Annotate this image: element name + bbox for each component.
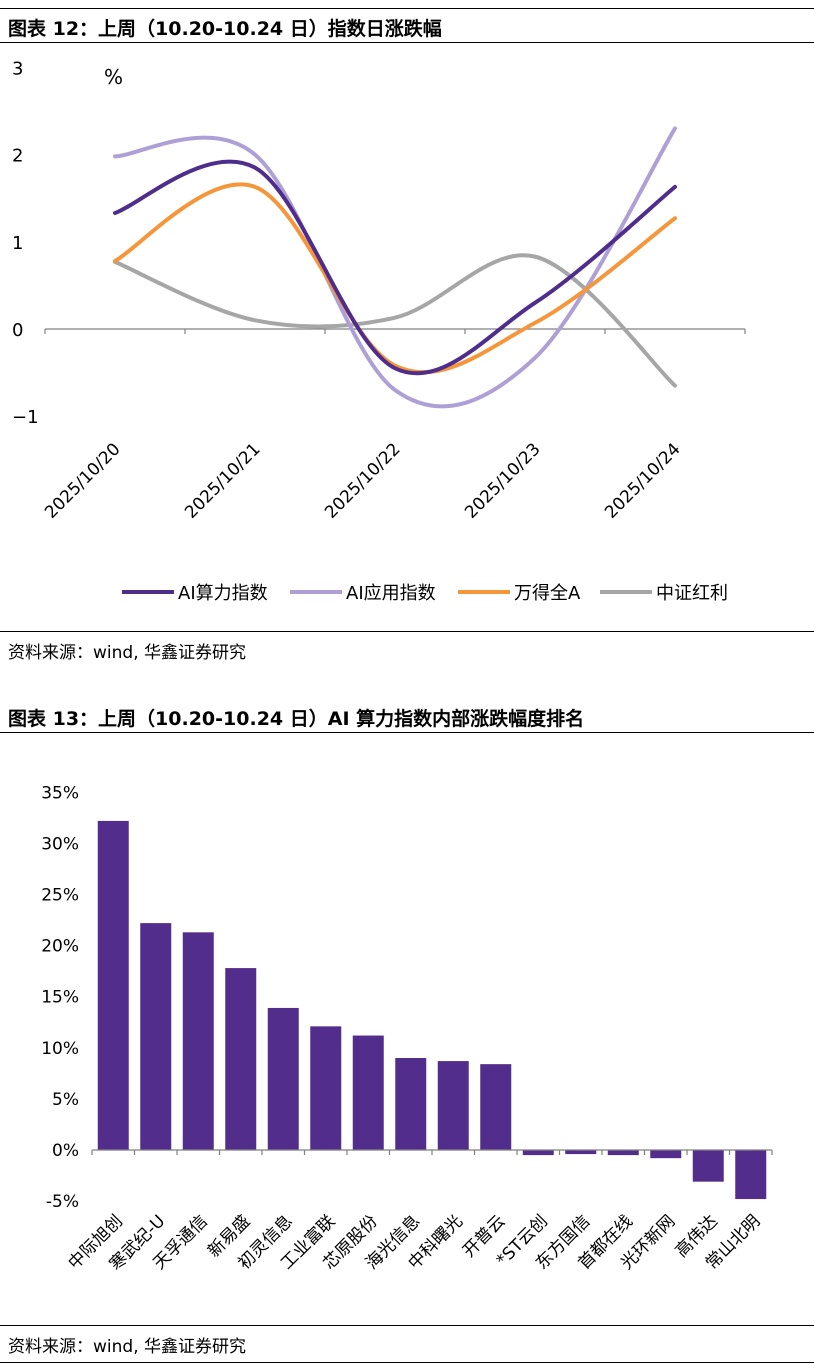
y-tick-label: 1 <box>12 233 23 254</box>
figure12-source-rule <box>0 631 814 632</box>
figure12-source: 资料来源：wind, 华鑫证券研究 <box>8 643 246 663</box>
bar <box>522 1150 554 1156</box>
figure12-title: 图表 12：上周（10.20-10.24 日）指数日涨跌幅 <box>8 18 442 40</box>
bar <box>225 968 257 1150</box>
bar <box>182 932 214 1150</box>
x-tick-label: 2025/10/23 <box>461 439 544 522</box>
bar <box>267 1007 299 1150</box>
bar <box>692 1150 724 1182</box>
y-tick-label: −1 <box>12 407 39 428</box>
y-tick-label: 15% <box>41 988 79 1008</box>
x-tick-label: 2025/10/24 <box>601 439 684 522</box>
top-rule <box>0 8 814 9</box>
y-unit-label: % <box>104 65 123 89</box>
bar <box>310 1026 342 1150</box>
figure13-title-rule <box>0 732 814 733</box>
bar <box>395 1058 427 1150</box>
y-tick-label: 3 <box>12 58 23 79</box>
series-line <box>113 126 677 409</box>
bar <box>97 820 129 1150</box>
figure13-source: 资料来源：wind, 华鑫证券研究 <box>8 1337 246 1357</box>
y-tick-label: 0 <box>12 320 23 341</box>
y-tick-label: 0% <box>52 1141 79 1161</box>
figure13-source-rule <box>0 1325 814 1326</box>
figure12-title-rule <box>0 42 814 43</box>
y-tick-label: 20% <box>41 937 79 957</box>
bar <box>437 1061 469 1150</box>
bar <box>565 1150 597 1155</box>
bar-chart: 35%30%25%20%15%10%5%0%-5%中际旭创寒武纪-U天孚通信新易… <box>41 783 773 1275</box>
y-tick-label: 10% <box>41 1039 79 1059</box>
legend-label: 中证红利 <box>656 583 728 604</box>
y-tick-label: 35% <box>41 783 79 803</box>
bar <box>140 923 172 1150</box>
bar <box>607 1150 639 1156</box>
bar <box>735 1150 767 1200</box>
y-tick-label: 30% <box>41 834 79 854</box>
series-line <box>113 159 677 376</box>
x-tick-label: 2025/10/20 <box>41 439 124 522</box>
y-tick-label: 2 <box>12 146 23 167</box>
legend-label: AI算力指数 <box>178 583 268 604</box>
x-tick-label: 2025/10/21 <box>181 439 264 522</box>
y-tick-label: -5% <box>46 1192 79 1212</box>
bar <box>352 1035 384 1150</box>
figure13-title: 图表 13：上周（10.20-10.24 日）AI 算力指数内部涨跌幅度排名 <box>8 708 585 730</box>
series-line <box>113 182 677 375</box>
y-tick-label: 5% <box>52 1090 79 1110</box>
legend-label: 万得全A <box>514 583 581 604</box>
x-tick-label: 2025/10/22 <box>321 439 404 522</box>
series-line <box>113 253 677 388</box>
bar <box>650 1150 682 1159</box>
bar <box>480 1064 512 1150</box>
legend-label: AI应用指数 <box>346 583 436 604</box>
y-tick-label: 25% <box>41 886 79 906</box>
bottom-rule <box>0 1362 814 1363</box>
